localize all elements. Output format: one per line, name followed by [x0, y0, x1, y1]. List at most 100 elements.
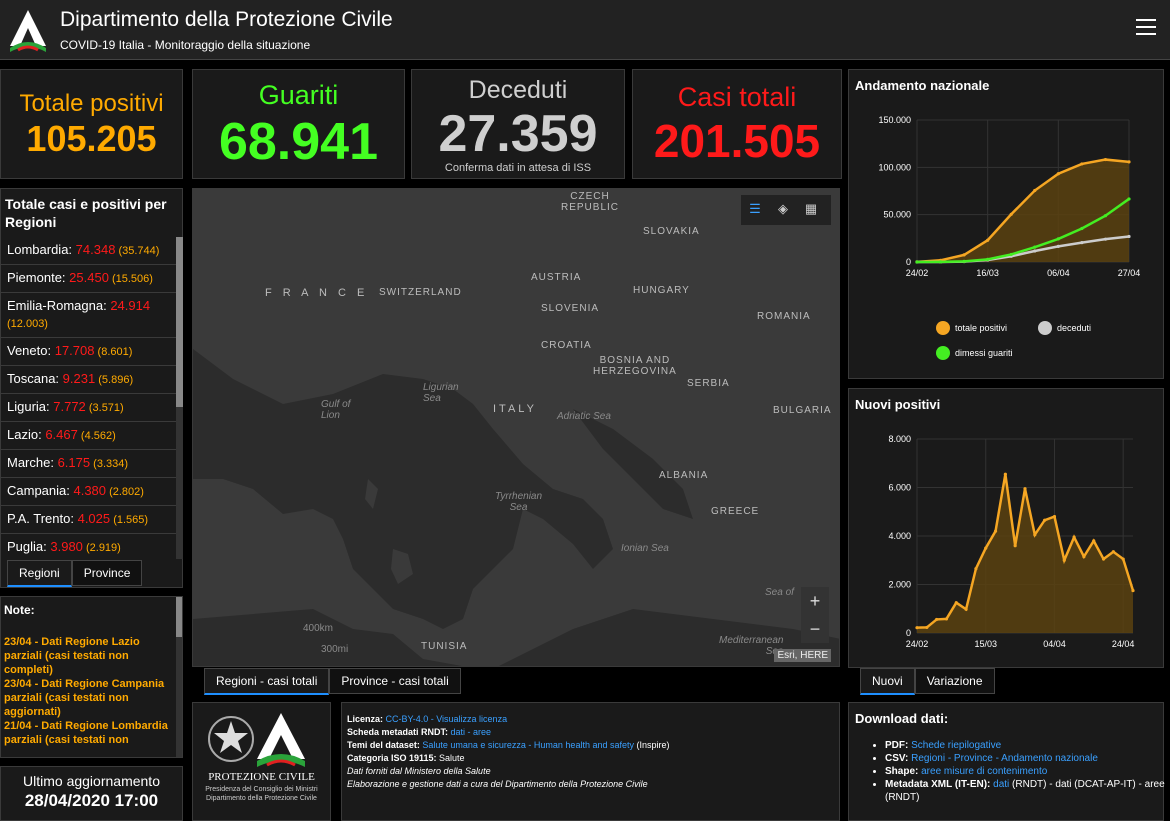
region-name: Lazio:	[7, 427, 46, 442]
temi-link[interactable]: Salute umana e sicurezza - Human health …	[422, 740, 634, 750]
data-point	[1003, 472, 1007, 476]
licenza-link[interactable]: CC-BY-4.0 - Visualizza licenza	[385, 714, 508, 724]
region-positive: (12.003)	[7, 318, 48, 330]
download-item: PDF: Schede riepilogative	[885, 739, 1170, 752]
regions-tabs: Regioni Province	[7, 560, 143, 587]
chart-title: Andamento nazionale	[855, 78, 990, 93]
last-update-label: Ultimo aggiornamento	[23, 773, 160, 789]
map-label-bosnia: BOSNIA AND HERZEGOVINA	[593, 355, 677, 377]
regions-scrollbar[interactable]	[176, 237, 183, 559]
last-update-panel: Ultimo aggiornamento 28/04/2020 17:00	[0, 766, 183, 821]
tab-nuovi[interactable]: Nuovi	[860, 668, 915, 695]
chart-nuovi-positivi[interactable]: 0 2.000 4.000 6.000 8.000 24/02 15/03 04/04 24/0…	[849, 389, 1165, 669]
data-point	[986, 257, 990, 261]
scheda-label: Scheda metadati RNDT:	[347, 727, 451, 737]
tab-province-casi-totali[interactable]: Province - casi totali	[329, 668, 461, 694]
chart-nuovi-panel: Nuovi positivi 0 2.000 4.000 6.000 8.000 24/0…	[848, 388, 1164, 668]
region-name: Toscana:	[7, 371, 63, 386]
download-links[interactable]: dati	[993, 779, 1010, 790]
x-tick-label: 04/04	[1043, 639, 1066, 649]
zoom-out-button[interactable]: −	[809, 619, 821, 639]
region-name: Liguria:	[7, 399, 54, 414]
map-scale-km: 400km	[303, 623, 334, 634]
region-total: 6.467	[45, 427, 78, 442]
scheda-links[interactable]: dati - aree	[450, 727, 492, 737]
download-links[interactable]: Schede riepilogative	[911, 740, 1002, 751]
region-positive: (2.919)	[82, 542, 121, 554]
kpi-value: 27.359	[438, 105, 598, 163]
kpi-value: 68.941	[218, 113, 379, 171]
region-positive: (1.565)	[110, 514, 149, 526]
series-line	[916, 158, 1130, 264]
protezione-civile-logo-icon	[10, 10, 46, 52]
data-point	[1056, 244, 1060, 248]
qr-code-icon[interactable]: ▦	[804, 201, 818, 216]
data-point	[1056, 237, 1060, 241]
tab-variazione[interactable]: Variazione	[914, 668, 995, 694]
legend-icon[interactable]: ☰	[749, 201, 761, 216]
region-name: P.A. Trento:	[7, 511, 78, 526]
map-basemap	[193, 189, 839, 666]
last-update-value: 28/04/2020 17:00	[24, 791, 159, 810]
download-label: CSV:	[885, 753, 912, 764]
data-point	[1080, 162, 1084, 166]
region-row[interactable]: P.A. Trento: 4.025 (1.565)	[1, 506, 176, 534]
map-label-ionian-sea: Ionian Sea	[621, 543, 669, 554]
categoria-label: Categoria ISO 19115:	[347, 753, 440, 763]
region-row[interactable]: Marche: 6.175 (3.334)	[1, 450, 176, 478]
y-tick-label: 50.000	[883, 210, 911, 220]
data-point	[1103, 237, 1108, 241]
notes-scrollbar[interactable]	[176, 597, 182, 757]
region-total: 3.980	[50, 539, 83, 554]
map-label-albania: ALBANIA	[659, 470, 709, 481]
zoom-in-button[interactable]: +	[809, 591, 821, 611]
tab-regioni[interactable]: Regioni	[7, 560, 72, 587]
map-attribution[interactable]: Esri, HERE	[774, 649, 831, 662]
region-row[interactable]: Lazio: 6.467 (4.562)	[1, 422, 176, 450]
region-positive: (4.562)	[77, 430, 116, 442]
region-row[interactable]: Liguria: 7.772 (3.571)	[1, 394, 176, 422]
regions-list: Lombardia: 74.348 (35.744) Piemonte: 25.4…	[1, 237, 176, 559]
hamburger-menu-icon[interactable]	[1132, 14, 1160, 42]
region-total: 74.348	[75, 242, 116, 257]
legend-swatch	[936, 321, 950, 335]
y-tick-label: 0	[906, 257, 911, 267]
map-view[interactable]: F R A N C E SWITZERLAND AUSTRIA CZECH RE…	[192, 188, 840, 667]
map-label-slovenia: SLOVENIA	[541, 303, 600, 314]
y-tick-label: 4.000	[888, 531, 911, 541]
y-tick-label: 2.000	[888, 580, 911, 590]
data-point	[1082, 555, 1086, 559]
region-row[interactable]: Campania: 4.380 (2.802)	[1, 478, 176, 506]
tab-regioni-casi-totali[interactable]: Regioni - casi totali	[204, 668, 330, 695]
data-point	[1103, 214, 1108, 218]
download-label: PDF:	[885, 740, 912, 751]
download-links[interactable]: aree misure di contenimento	[921, 766, 1048, 777]
kpi-value: 201.505	[653, 115, 821, 167]
region-total: 17.708	[54, 343, 95, 358]
download-panel: Download dati: PDF: Schede riepilogative…	[848, 702, 1165, 821]
map-label-tunisia: TUNISIA	[421, 641, 468, 652]
region-row[interactable]: Emilia-Romagna: 24.914 (12.003)	[1, 293, 176, 338]
tab-province[interactable]: Province	[71, 560, 143, 586]
layers-icon[interactable]: ◈	[778, 201, 788, 216]
fonte-text: Dati forniti dal Ministero della Salute	[347, 766, 491, 776]
region-row[interactable]: Lombardia: 74.348 (35.744)	[1, 237, 176, 265]
region-row[interactable]: Piemonte: 25.450 (15.506)	[1, 265, 176, 293]
data-point	[1127, 197, 1131, 201]
data-point	[1101, 557, 1106, 561]
region-row[interactable]: Veneto: 17.708 (8.601)	[1, 338, 176, 366]
region-row[interactable]: Toscana: 9.231 (5.896)	[1, 366, 176, 394]
series-area	[917, 159, 1129, 262]
series-line	[916, 197, 1130, 264]
data-point	[1103, 157, 1108, 162]
legend-label: totale positivi	[955, 323, 1007, 333]
x-tick-label: 15/03	[974, 639, 997, 649]
data-point	[1033, 245, 1037, 249]
chart-andamento[interactable]: 0 50.000 100.000 150.000 24/02 16/03 06/04 27/0…	[849, 70, 1165, 380]
download-links[interactable]: Regioni - Province - Andamento nazionale	[911, 753, 1098, 764]
app-header: Dipartimento della Protezione Civile COV…	[0, 0, 1170, 60]
region-row[interactable]: Puglia: 3.980 (2.919)	[1, 534, 176, 559]
data-point	[984, 546, 988, 550]
notes-text: 23/04 - Dati Regione Lazio parziali (cas…	[4, 636, 168, 746]
data-point	[1023, 487, 1027, 491]
